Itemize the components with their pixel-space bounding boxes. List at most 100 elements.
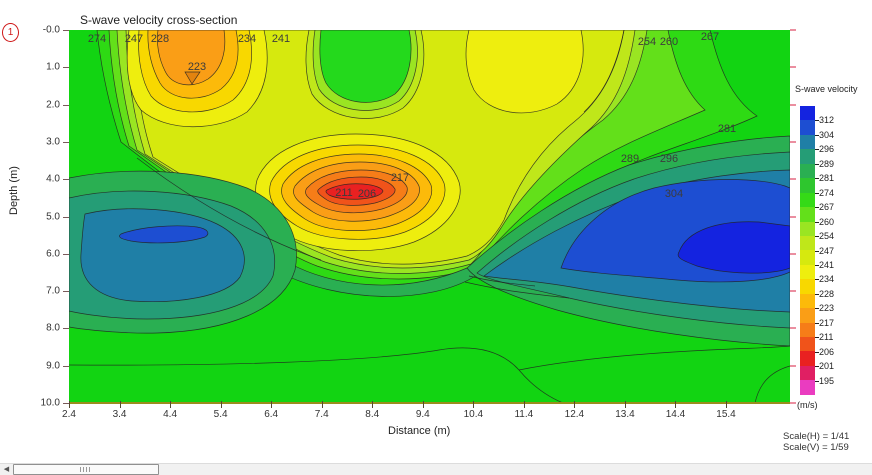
contour-label-260: 260 xyxy=(660,36,678,48)
right-tick xyxy=(790,66,796,69)
legend-tick xyxy=(815,120,819,122)
y-tick xyxy=(63,365,69,367)
x-tick-label: 5.4 xyxy=(213,409,228,420)
x-axis-title: Distance (m) xyxy=(388,425,451,437)
contour-label-247: 247 xyxy=(125,33,143,45)
contour-label-304: 304 xyxy=(665,188,683,200)
contour-region-r312 xyxy=(677,221,790,274)
legend-color-swatch xyxy=(800,178,815,193)
legend-value-label: 241 xyxy=(819,259,835,270)
legend-color-swatch xyxy=(800,264,815,280)
x-tick xyxy=(473,401,475,408)
x-tick xyxy=(372,401,374,408)
scrollbar-left-arrow-icon[interactable]: ◀ xyxy=(3,466,10,473)
x-tick-label: 14.4 xyxy=(665,409,686,420)
legend-tick xyxy=(815,293,819,295)
x-tick xyxy=(119,401,121,408)
annotation-circle-1: 1 xyxy=(2,23,19,42)
x-tick-label: 4.4 xyxy=(163,409,178,420)
contour-label-228: 228 xyxy=(151,33,169,45)
legend-value-label: 195 xyxy=(819,375,835,386)
triangle-marker xyxy=(184,71,201,85)
legend-tick xyxy=(815,149,819,151)
y-tick-label: 6.0 xyxy=(46,248,60,260)
x-tick xyxy=(675,401,677,408)
legend-value-label: 234 xyxy=(819,274,835,285)
y-tick-label: 5.0 xyxy=(46,211,60,222)
legend-value-label: 304 xyxy=(819,129,835,140)
legend-value-label: 206 xyxy=(819,346,835,357)
contour-label-267: 267 xyxy=(701,31,719,43)
right-tick xyxy=(790,364,796,367)
x-tick xyxy=(220,401,222,408)
legend-color-swatch xyxy=(800,308,815,323)
legend-tick xyxy=(815,322,819,324)
legend-color-swatch xyxy=(800,120,815,135)
legend-tick xyxy=(815,221,819,223)
x-tick xyxy=(523,401,525,408)
legend-value-label: 247 xyxy=(819,245,835,256)
x-tick-label: 9.4 xyxy=(415,409,430,420)
x-tick-label: 10.4 xyxy=(463,409,484,420)
legend-tick xyxy=(815,380,819,382)
contour-label-254: 254 xyxy=(638,36,656,48)
legend-color-swatch xyxy=(800,365,815,381)
contour-label-206: 206 xyxy=(358,188,376,200)
x-tick-label: 3.4 xyxy=(112,409,127,420)
right-tick xyxy=(790,252,796,255)
legend-color-swatch xyxy=(800,221,815,236)
legend-color-swatch xyxy=(800,106,815,121)
y-tick xyxy=(63,179,69,181)
x-tick xyxy=(271,401,273,408)
y-axis-title: Depth (m) xyxy=(8,166,20,215)
y-tick-label: 4.0 xyxy=(46,173,60,185)
legend-color-swatch xyxy=(800,235,815,251)
y-tick xyxy=(63,291,69,293)
legend-tick xyxy=(815,279,819,281)
legend-color-swatch xyxy=(800,279,815,294)
x-tick xyxy=(574,401,576,408)
right-tick xyxy=(790,140,796,143)
legend-tick xyxy=(815,264,819,266)
contour-plot-canvas: 274 247 228 234 241 223 254 260 267 281 289 296 304 2… xyxy=(69,30,790,403)
x-axis-line xyxy=(69,402,791,404)
y-tick xyxy=(63,141,69,143)
y-tick-label: 7.0 xyxy=(46,285,60,297)
legend-tick xyxy=(815,250,819,252)
x-tick xyxy=(726,401,728,408)
legend-value-label: 223 xyxy=(819,303,835,314)
y-tick-label: 8.0 xyxy=(46,322,60,334)
y-tick-label: 1.0 xyxy=(46,61,60,73)
legend-colorbar xyxy=(800,106,815,395)
x-tick xyxy=(422,401,424,408)
contour-label-281: 281 xyxy=(718,123,736,135)
legend-tick xyxy=(815,351,819,353)
x-tick-label: 6.4 xyxy=(264,409,279,420)
x-tick xyxy=(69,401,70,408)
right-tick xyxy=(790,402,796,404)
contour-label-241: 241 xyxy=(272,33,290,45)
x-tick-label: 7.4 xyxy=(314,409,329,420)
legend-tick xyxy=(815,366,819,368)
x-tick xyxy=(170,401,172,408)
y-tick xyxy=(63,253,69,255)
x-tick-label: 13.4 xyxy=(615,409,635,420)
contour-region-yellow-patch xyxy=(465,30,584,114)
scrollbar-thumb[interactable] xyxy=(13,464,159,475)
contour-label-296: 296 xyxy=(660,153,678,165)
horizontal-scrollbar[interactable]: ◀ xyxy=(0,463,872,475)
legend-value-label: 211 xyxy=(819,332,834,343)
legend-tick xyxy=(815,308,819,310)
right-tick xyxy=(790,327,796,330)
legend-value-label: 260 xyxy=(819,216,835,227)
contour-region-223-core xyxy=(157,30,226,86)
legend-tick xyxy=(815,163,819,165)
right-tick xyxy=(790,215,796,218)
legend-value-label: 289 xyxy=(819,158,835,169)
x-tick-label: 2.4 xyxy=(62,409,76,420)
legend-color-swatch xyxy=(800,163,815,179)
legend-color-swatch xyxy=(800,380,815,395)
legend-color-swatch xyxy=(800,192,815,208)
color-legend: S-wave velocity (m/s) 312 304 296 289 281 274… xyxy=(795,84,872,410)
legend-value-label: 281 xyxy=(819,173,835,184)
